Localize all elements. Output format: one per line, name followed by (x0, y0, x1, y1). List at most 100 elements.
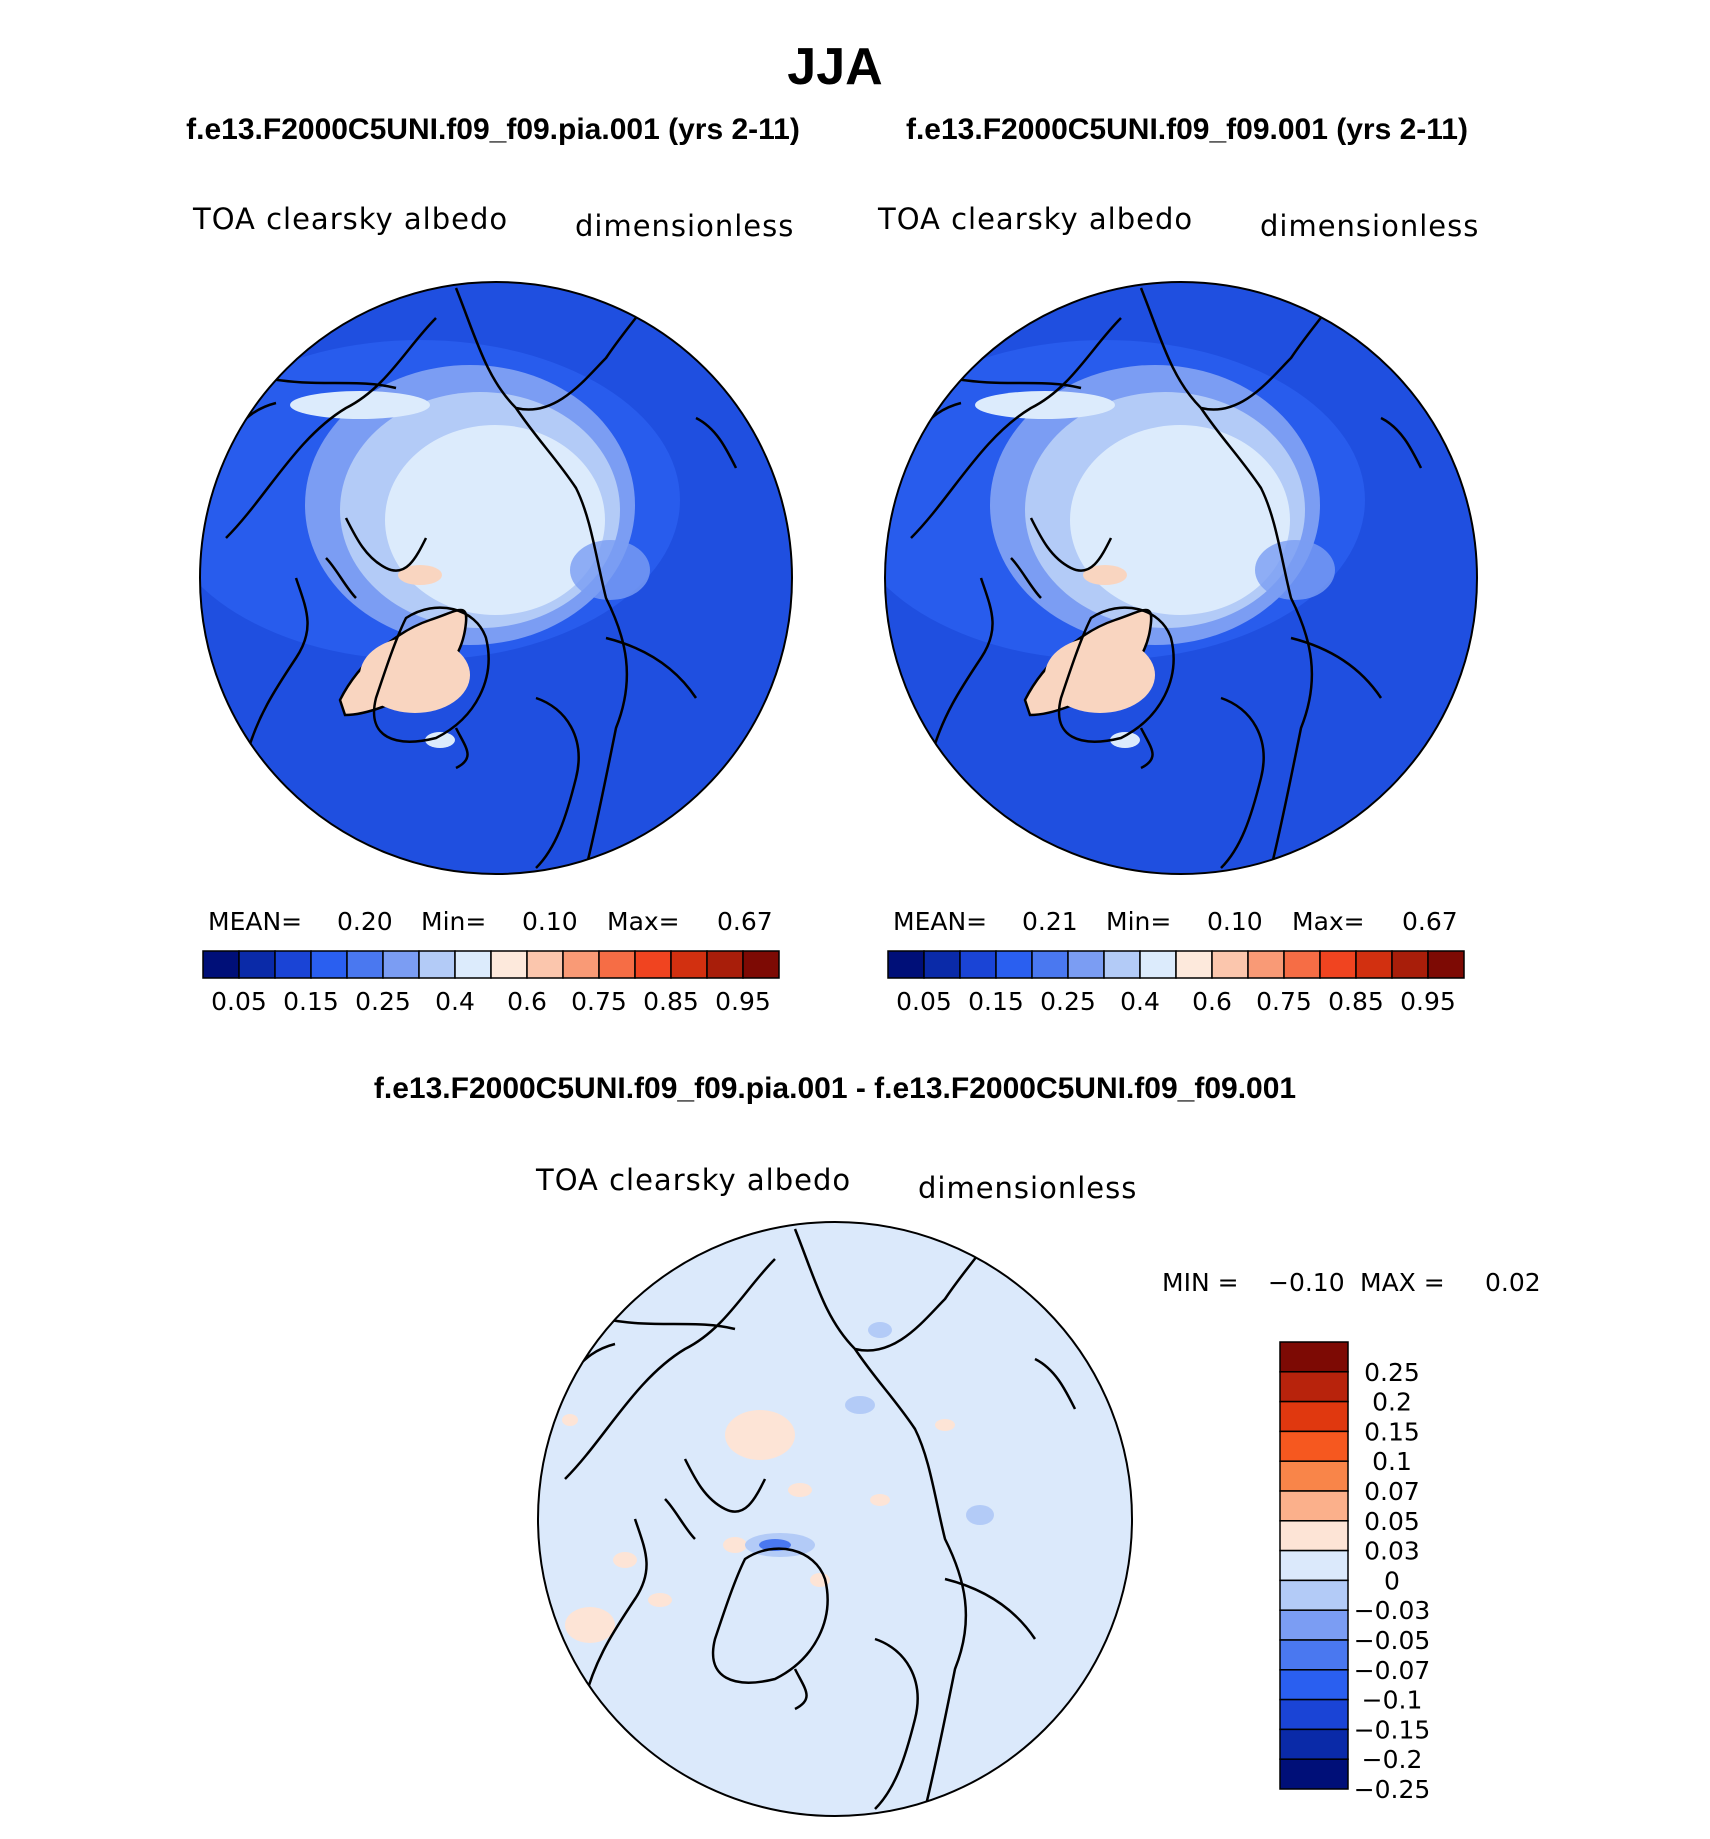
left-min-value: 0.10 (522, 907, 578, 936)
right-units-label: dimensionless (1260, 209, 1479, 243)
right-case-title: f.e13.F2000C5UNI.f09_f09.001 (yrs 2-11) (906, 113, 1468, 146)
colorbar-tick-label: 0.07 (1364, 1477, 1420, 1506)
colorbar-tick-label: 0.85 (1328, 987, 1384, 1016)
colorbar-swatch (490, 950, 528, 979)
colorbar-swatch (1279, 1669, 1349, 1701)
colorbar-swatch (1279, 1460, 1349, 1492)
colorbar-swatch (1175, 950, 1213, 979)
right-colorbar: 0.05 0.15 0.25 0.4 0.6 0.75 0.85 0.95 (887, 950, 1465, 1016)
colorbar-swatch (923, 950, 961, 979)
colorbar-tick-label: 0.6 (507, 987, 547, 1016)
colorbar-tick-label: 0.15 (1364, 1417, 1420, 1446)
colorbar-tick-label: 0.15 (968, 987, 1024, 1016)
colorbar-tick-label: 0.03 (1364, 1537, 1420, 1566)
colorbar-tick-label: 0.25 (1040, 987, 1096, 1016)
left-stats: MEAN= 0.20 Min= 0.10 Max= 0.67 (208, 907, 773, 936)
colorbar-tick-label: 0.15 (283, 987, 339, 1016)
colorbar-swatch (1391, 950, 1429, 979)
difference-colorbar: 0.250.20.150.10.070.050.030−0.03−0.05 −0.… (1279, 1341, 1431, 1804)
colorbar-swatch (1427, 950, 1465, 979)
right-max-label: Max= (1292, 907, 1365, 936)
diff-min-label: MIN = (1162, 1268, 1239, 1297)
colorbar-swatch (959, 950, 997, 979)
colorbar-swatch (1279, 1520, 1349, 1552)
colorbar-swatch (887, 950, 925, 979)
colorbar-swatch (310, 950, 348, 979)
difference-stats: MIN = −0.10 MAX = 0.02 (1162, 1268, 1541, 1297)
colorbar-swatch (1279, 1430, 1349, 1462)
colorbar-swatch (995, 950, 1033, 979)
colorbar-swatch (526, 950, 564, 979)
colorbar-swatch (706, 950, 744, 979)
colorbar-swatch (454, 950, 492, 979)
right-min-value: 0.10 (1207, 907, 1263, 936)
colorbar-swatch (1211, 950, 1249, 979)
colorbar-tick-label: 0.85 (643, 987, 699, 1016)
colorbar-swatch (202, 950, 240, 979)
diff-max-label: MAX = (1360, 1268, 1445, 1297)
difference-title: f.e13.F2000C5UNI.f09_f09.pia.001 - f.e13… (374, 1072, 1296, 1105)
colorbar-tick-label: 0.05 (1364, 1507, 1420, 1536)
colorbar-swatch (274, 950, 312, 979)
colorbar-swatch (1247, 950, 1285, 979)
difference-polar-map (537, 1221, 1133, 1817)
left-mean-value: 0.20 (337, 907, 393, 936)
colorbar-swatch (634, 950, 672, 979)
colorbar-tick-label: 0.75 (1256, 987, 1312, 1016)
colorbar-swatch (1279, 1341, 1349, 1373)
colorbar-tick-label: 0.4 (435, 987, 475, 1016)
left-min-label: Min= (421, 907, 486, 936)
colorbar-swatch (1279, 1579, 1349, 1611)
colorbar-swatch (1031, 950, 1069, 979)
colorbar-swatch (1279, 1758, 1349, 1790)
colorbar-tick-label: 0.95 (1400, 987, 1456, 1016)
colorbar-tick-label: 0.95 (715, 987, 771, 1016)
colorbar-tick-label: 0.25 (1364, 1358, 1420, 1387)
right-mean-label: MEAN= (893, 907, 987, 936)
left-max-label: Max= (607, 907, 680, 936)
diff-variable-label: TOA clearsky albedo (535, 1163, 851, 1197)
colorbar-tick-label: −0.2 (1362, 1745, 1423, 1774)
right-mean-value: 0.21 (1022, 907, 1078, 936)
colorbar-tick-label: −0.03 (1354, 1596, 1431, 1625)
colorbar-tick-label: 0.05 (896, 987, 952, 1016)
left-mean-label: MEAN= (208, 907, 302, 936)
left-max-value: 0.67 (717, 907, 773, 936)
colorbar-swatch (742, 950, 780, 979)
colorbar-swatch (1103, 950, 1141, 979)
colorbar-tick-label: 0.4 (1120, 987, 1160, 1016)
colorbar-tick-label: 0.1 (1372, 1447, 1412, 1476)
colorbar-tick-label: 0.75 (571, 987, 627, 1016)
colorbar-swatch (1279, 1371, 1349, 1403)
colorbar-tick-label: 0.05 (211, 987, 267, 1016)
colorbar-swatch (418, 950, 456, 979)
left-polar-map (199, 281, 793, 875)
colorbar-tick-label: −0.15 (1354, 1715, 1431, 1744)
right-min-label: Min= (1106, 907, 1171, 936)
left-case-title: f.e13.F2000C5UNI.f09_f09.pia.001 (yrs 2-… (186, 113, 800, 146)
colorbar-tick-label: 0.25 (355, 987, 411, 1016)
left-colorbar: 0.05 0.15 0.25 0.4 0.6 0.75 0.85 0.95 (202, 950, 780, 1016)
colorbar-swatch (1139, 950, 1177, 979)
colorbar-swatch (1279, 1490, 1349, 1522)
right-max-value: 0.67 (1402, 907, 1458, 936)
colorbar-tick-label: −0.1 (1362, 1686, 1423, 1715)
colorbar-swatch (1283, 950, 1321, 979)
left-variable-label: TOA clearsky albedo (192, 202, 508, 236)
diff-min-value: −0.10 (1268, 1268, 1345, 1297)
left-units-label: dimensionless (575, 209, 794, 243)
diff-max-value: 0.02 (1485, 1268, 1541, 1297)
colorbar-swatch (1067, 950, 1105, 979)
colorbar-swatch (670, 950, 708, 979)
colorbar-tick-label: 0 (1384, 1566, 1400, 1595)
diff-units-label: dimensionless (918, 1171, 1137, 1205)
colorbar-swatch (1319, 950, 1357, 979)
season-title: JJA (787, 38, 882, 96)
colorbar-tick-label: 0.2 (1372, 1388, 1412, 1417)
right-stats: MEAN= 0.21 Min= 0.10 Max= 0.67 (893, 907, 1458, 936)
right-variable-label: TOA clearsky albedo (877, 202, 1193, 236)
colorbar-swatch (346, 950, 384, 979)
colorbar-tick-label: −0.05 (1354, 1626, 1431, 1655)
colorbar-swatch (1279, 1549, 1349, 1582)
